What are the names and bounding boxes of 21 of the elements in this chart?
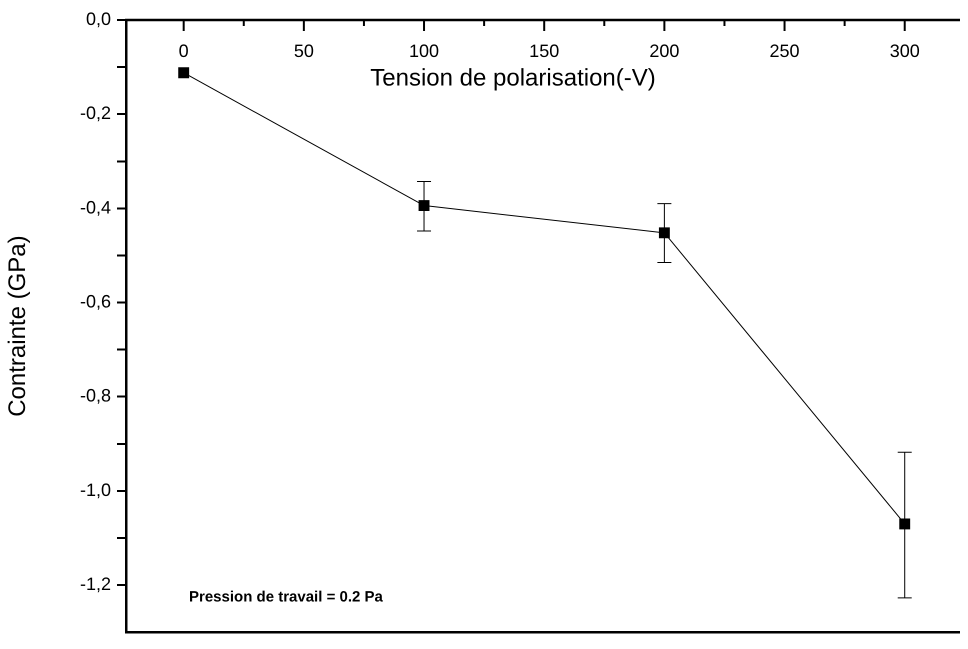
x-tick-label: 300 — [890, 40, 920, 61]
x-tick-label: 0 — [178, 40, 189, 61]
y-tick-label: -0,4 — [80, 197, 111, 218]
y-tick-label: -0,8 — [80, 386, 111, 406]
annotation: Pression de travail = 0.2 Pa — [189, 588, 384, 606]
x-tick-label: 100 — [409, 40, 440, 61]
point — [178, 67, 190, 78]
y-axis-title: Contrainte (GPa) — [4, 235, 32, 417]
y-tick-label: -1,0 — [80, 480, 111, 500]
y-tick-label: -0,2 — [80, 103, 111, 124]
y-tick-label: -1,2 — [80, 574, 111, 594]
y-tick-label: 0,0 — [86, 8, 111, 29]
x-tick-label: 50 — [294, 40, 314, 61]
point — [899, 518, 910, 530]
x-tick-label: 250 — [770, 40, 800, 61]
x-axis-title: Tension de polarisation(-V) — [370, 64, 656, 92]
point — [658, 227, 670, 238]
point — [418, 200, 430, 211]
y-tick-label: -0,6 — [80, 292, 111, 312]
x-tick-label: 200 — [649, 40, 680, 61]
x-tick-label: 150 — [529, 40, 560, 61]
